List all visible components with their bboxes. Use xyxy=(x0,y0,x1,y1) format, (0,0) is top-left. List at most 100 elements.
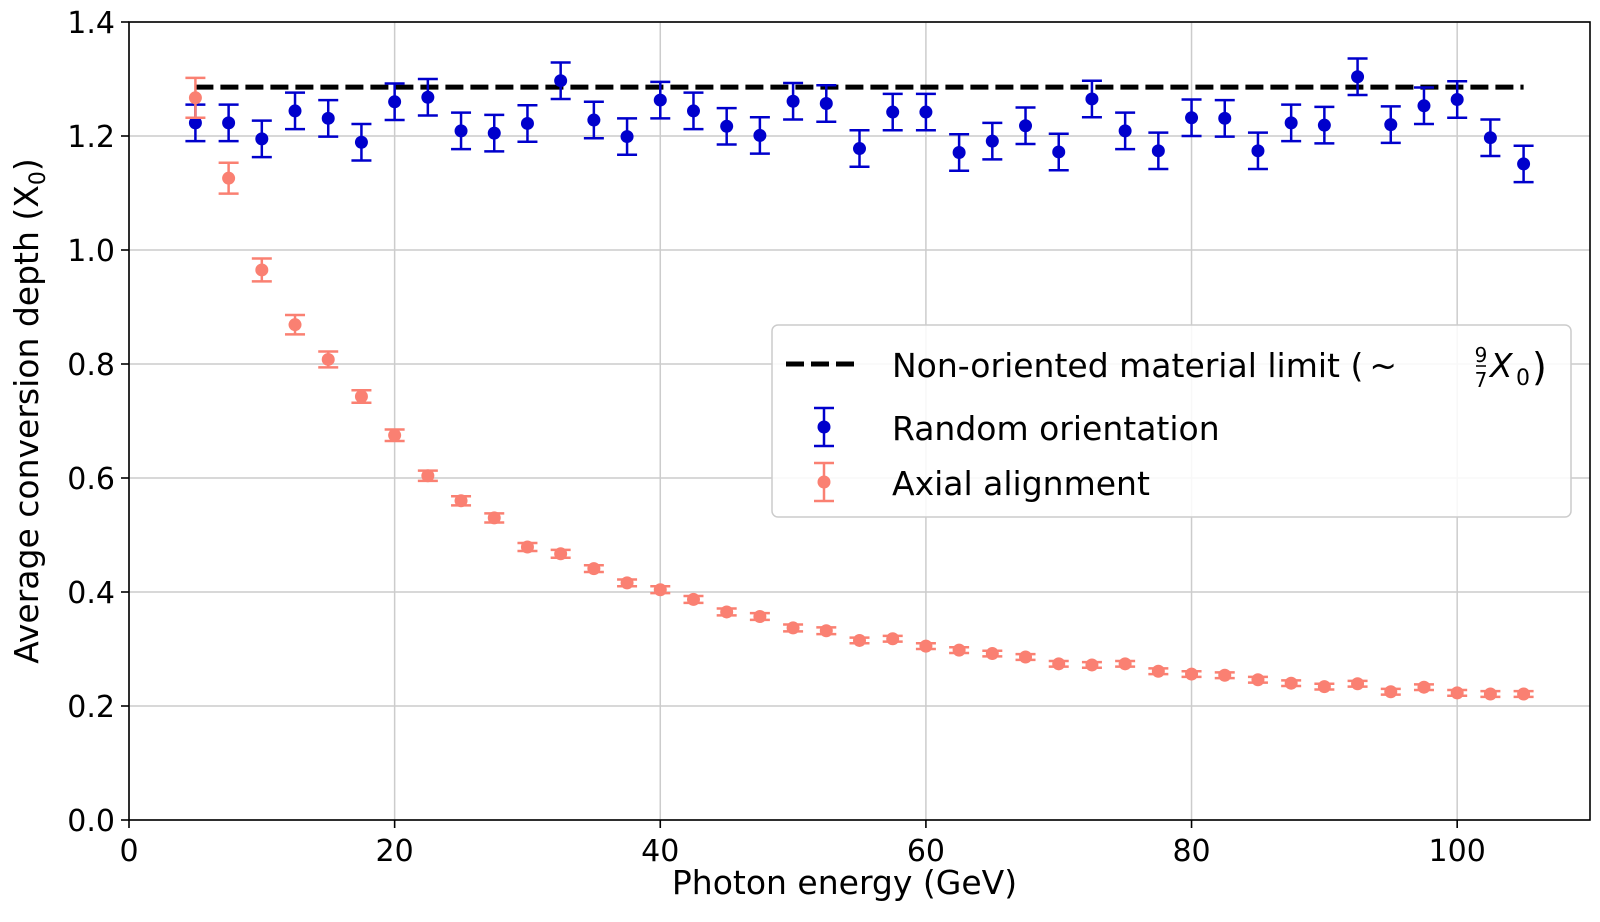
series-axial-alignment xyxy=(185,76,1534,701)
data-point xyxy=(1081,79,1102,119)
marker xyxy=(1218,111,1232,125)
marker xyxy=(1019,650,1033,664)
marker xyxy=(952,146,966,160)
data-point xyxy=(351,122,372,162)
data-point xyxy=(285,313,306,336)
data-point xyxy=(517,103,538,143)
legend-swatch-axial xyxy=(814,461,834,503)
marker xyxy=(587,562,601,576)
y-axis-label-subscript: 0 xyxy=(26,171,51,185)
data-point xyxy=(451,494,472,508)
legend-label-axial: Axial alignment xyxy=(892,464,1150,503)
marker xyxy=(620,130,634,144)
data-point xyxy=(783,81,804,121)
marker xyxy=(686,592,700,606)
legend-math-variable: X xyxy=(1488,346,1514,385)
marker xyxy=(1284,676,1298,690)
marker xyxy=(653,93,667,107)
marker xyxy=(554,74,568,88)
data-point xyxy=(816,624,837,638)
data-point xyxy=(683,592,704,606)
data-point xyxy=(1314,680,1335,694)
data-point xyxy=(1314,105,1335,145)
marker xyxy=(1417,680,1431,694)
data-point xyxy=(882,92,903,132)
data-point xyxy=(1015,106,1036,146)
data-point xyxy=(1081,658,1102,672)
marker xyxy=(1450,93,1464,107)
data-point xyxy=(285,91,306,131)
data-point xyxy=(318,350,339,369)
marker xyxy=(985,134,999,148)
data-point xyxy=(1447,686,1468,700)
marker xyxy=(255,263,269,277)
x-tick-label: 80 xyxy=(1172,834,1210,869)
marker xyxy=(255,132,269,146)
marker xyxy=(1483,687,1497,701)
marker xyxy=(1052,657,1066,671)
data-point xyxy=(1413,86,1434,126)
marker xyxy=(620,576,634,590)
marker xyxy=(421,90,435,104)
data-point xyxy=(484,113,505,153)
data-point xyxy=(1347,57,1368,97)
x-axis-ticks: 0 20 40 60 80 100 xyxy=(119,820,1486,869)
marker xyxy=(886,105,900,119)
y-tick-label: 0.4 xyxy=(67,576,115,611)
marker xyxy=(587,113,601,127)
marker xyxy=(1351,677,1365,691)
marker xyxy=(853,633,866,647)
data-point xyxy=(1480,118,1501,158)
data-point xyxy=(1447,80,1468,120)
marker xyxy=(952,643,966,657)
data-point xyxy=(949,643,970,657)
marker xyxy=(1085,92,1099,106)
marker xyxy=(222,171,236,185)
legend-math-tilde: ~ xyxy=(1369,346,1397,385)
data-point xyxy=(550,547,571,561)
marker xyxy=(554,547,568,561)
marker xyxy=(720,119,734,133)
data-point xyxy=(583,100,604,140)
data-point xyxy=(617,117,638,157)
marker xyxy=(1317,680,1331,694)
data-point xyxy=(915,639,936,653)
data-point xyxy=(1380,105,1401,145)
data-point xyxy=(417,77,438,117)
marker xyxy=(454,124,468,138)
marker xyxy=(1384,118,1398,132)
marker xyxy=(753,128,767,142)
y-axis-label: Average conversion depth (X0) xyxy=(7,158,51,664)
marker xyxy=(1384,685,1398,699)
marker xyxy=(1118,657,1132,671)
marker xyxy=(819,97,833,111)
data-point xyxy=(1148,664,1169,678)
data-point xyxy=(384,82,405,122)
marker xyxy=(686,104,700,118)
marker xyxy=(1151,144,1165,158)
y-axis-label-main: Average conversion depth (X xyxy=(7,185,46,664)
marker xyxy=(421,469,435,483)
data-point xyxy=(1181,667,1202,681)
data-point xyxy=(484,511,505,525)
marker xyxy=(786,94,800,108)
legend-label-random: Random orientation xyxy=(892,409,1220,448)
marker xyxy=(321,352,335,366)
marker xyxy=(1118,124,1132,138)
legend-label-reference-text: Non-oriented material limit ( xyxy=(892,346,1363,385)
legend-math-subscript: 0 xyxy=(1516,366,1530,391)
data-point xyxy=(849,633,870,647)
legend-fraction-numerator: 9 xyxy=(1475,343,1488,367)
x-tick-label: 60 xyxy=(907,834,945,869)
x-axis-label: Photon energy (GeV) xyxy=(672,863,1017,902)
marker xyxy=(188,116,202,130)
data-point xyxy=(318,98,339,138)
data-point xyxy=(1413,680,1434,694)
marker xyxy=(354,389,368,403)
marker xyxy=(1417,99,1431,113)
data-point xyxy=(185,76,206,120)
legend-fraction-denominator: 7 xyxy=(1475,368,1488,392)
marker xyxy=(1517,157,1531,171)
data-point xyxy=(982,647,1003,661)
